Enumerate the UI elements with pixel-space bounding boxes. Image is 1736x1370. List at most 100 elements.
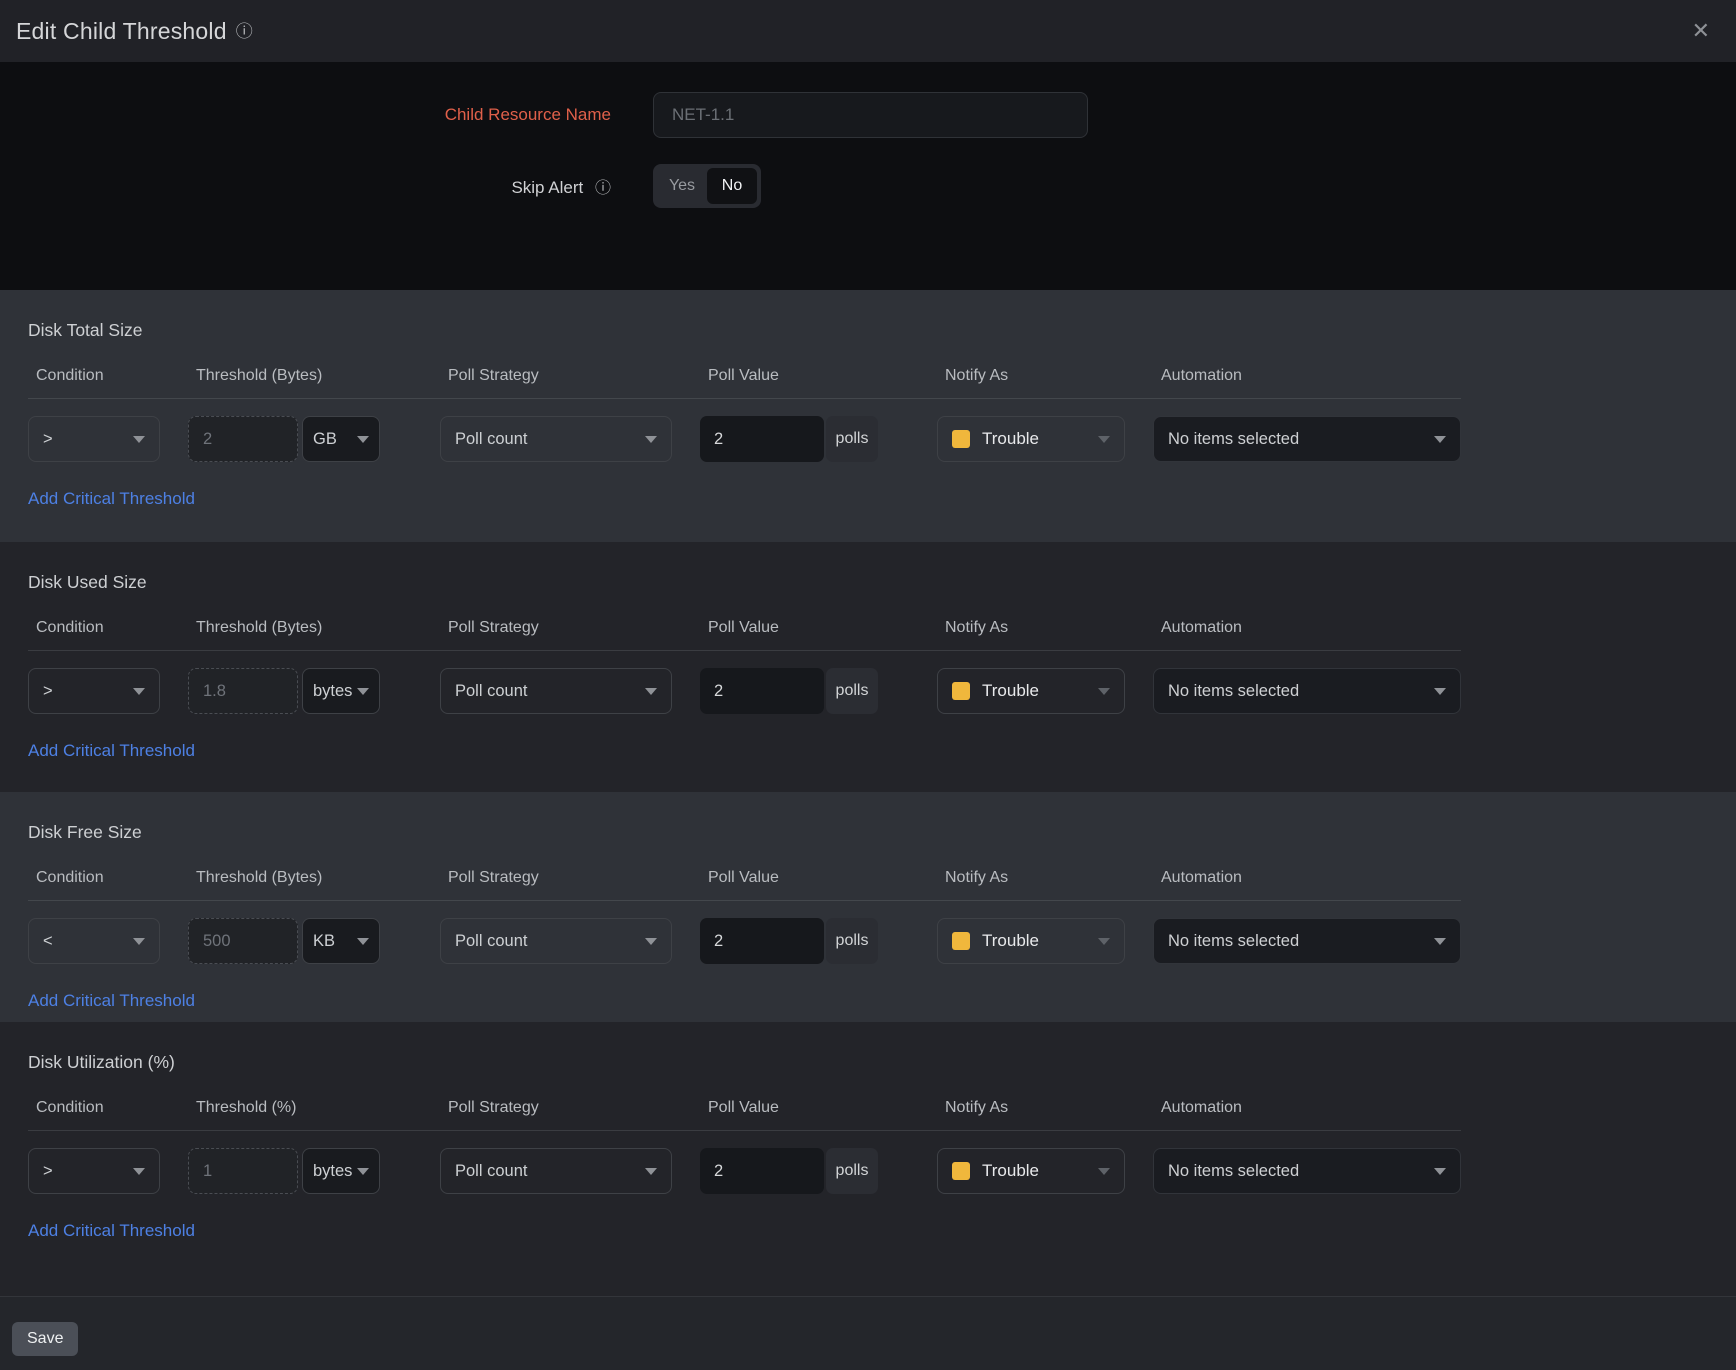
threshold-value-input[interactable]: 1 (188, 1148, 298, 1194)
resource-name-row: Child Resource Name (0, 92, 1736, 138)
add-critical-threshold-link[interactable]: Add Critical Threshold (28, 991, 195, 1010)
modal-footer: Save (0, 1296, 1736, 1370)
chevron-down-icon (645, 687, 657, 695)
condition-dropdown[interactable]: > (28, 1148, 160, 1194)
header-notify-as: Notify As (945, 869, 1009, 886)
poll-strategy-dropdown[interactable]: Poll count (440, 668, 672, 714)
threshold-unit-dropdown[interactable]: GB (302, 416, 380, 462)
threshold-unit-dropdown[interactable]: bytes (302, 1148, 380, 1194)
automation-dropdown[interactable]: No items selected (1153, 918, 1461, 964)
chevron-down-icon (645, 435, 657, 443)
poll-value-input[interactable]: 2 (700, 1148, 824, 1194)
chevron-down-icon (1098, 937, 1110, 945)
threshold-value-input[interactable]: 2 (188, 416, 298, 462)
header-automation: Automation (1161, 1099, 1242, 1116)
condition-dropdown[interactable]: > (28, 416, 160, 462)
resource-name-label: Child Resource Name (444, 105, 611, 124)
poll-strategy-dropdown[interactable]: Poll count (440, 918, 672, 964)
chevron-down-icon (1098, 687, 1110, 695)
header-condition: Condition (36, 619, 104, 636)
threshold-value-input[interactable]: 500 (188, 918, 298, 964)
header-poll-strategy: Poll Strategy (448, 1099, 539, 1116)
poll-value-input[interactable]: 2 (700, 416, 824, 462)
header-notify-as: Notify As (945, 619, 1009, 636)
trouble-color-swatch (952, 430, 970, 448)
chevron-down-icon (1434, 687, 1446, 695)
header-automation: Automation (1161, 869, 1242, 886)
poll-value-unit: polls (826, 1148, 878, 1194)
poll-value-unit: polls (826, 668, 878, 714)
add-critical-threshold-link[interactable]: Add Critical Threshold (28, 1221, 195, 1240)
toggle-option-no[interactable]: No (707, 168, 757, 204)
trouble-color-swatch (952, 1162, 970, 1180)
header-condition: Condition (36, 367, 104, 384)
toggle-option-yes[interactable]: Yes (668, 177, 696, 194)
poll-strategy-dropdown[interactable]: Poll count (440, 1148, 672, 1194)
chevron-down-icon (357, 435, 369, 443)
chevron-down-icon (133, 1167, 145, 1175)
info-icon[interactable]: ⓘ (235, 21, 253, 41)
add-critical-threshold-link[interactable]: Add Critical Threshold (28, 489, 195, 508)
threshold-row: > 2 GB Poll count 2 polls Trouble No ite… (28, 416, 1461, 462)
skip-alert-label: Skip Alert ⓘ (511, 178, 611, 197)
poll-value-unit: polls (826, 416, 878, 462)
resource-name-input[interactable] (653, 92, 1088, 138)
condition-dropdown[interactable]: < (28, 918, 160, 964)
header-poll-strategy: Poll Strategy (448, 619, 539, 636)
header-poll-value: Poll Value (708, 869, 779, 886)
section-disk-total-size: Disk Total Size Condition Threshold (Byt… (0, 290, 1736, 542)
poll-strategy-dropdown[interactable]: Poll count (440, 416, 672, 462)
modal-header: Edit Child Threshold ⓘ ✕ (0, 0, 1736, 62)
threshold-value-input[interactable]: 1.8 (188, 668, 298, 714)
header-threshold: Threshold (%) (196, 1099, 297, 1116)
notify-as-dropdown[interactable]: Trouble (937, 918, 1125, 964)
condition-dropdown[interactable]: > (28, 668, 160, 714)
notify-as-dropdown[interactable]: Trouble (937, 1148, 1125, 1194)
chevron-down-icon (357, 687, 369, 695)
info-icon[interactable]: ⓘ (594, 180, 611, 197)
column-headers: Condition Threshold (Bytes) Poll Strateg… (28, 869, 1461, 901)
notify-as-dropdown[interactable]: Trouble (937, 416, 1125, 462)
skip-alert-toggle[interactable]: Yes No (653, 164, 761, 208)
threshold-row: > 1 bytes Poll count 2 polls Trouble No … (28, 1148, 1461, 1194)
chevron-down-icon (645, 937, 657, 945)
close-icon[interactable]: ✕ (1691, 18, 1710, 43)
header-condition: Condition (36, 1099, 104, 1116)
section-disk-used-size: Disk Used Size Condition Threshold (Byte… (0, 542, 1736, 792)
chevron-down-icon (357, 937, 369, 945)
column-headers: Condition Threshold (%) Poll Strategy Po… (28, 1099, 1461, 1131)
automation-dropdown[interactable]: No items selected (1153, 668, 1461, 714)
top-form: Child Resource Name Skip Alert ⓘ Yes No (0, 62, 1736, 290)
column-headers: Condition Threshold (Bytes) Poll Strateg… (28, 619, 1461, 651)
section-title: Disk Utilization (%) (28, 1052, 175, 1072)
section-disk-free-size: Disk Free Size Condition Threshold (Byte… (0, 792, 1736, 1022)
header-condition: Condition (36, 869, 104, 886)
header-notify-as: Notify As (945, 367, 1009, 384)
threshold-unit-dropdown[interactable]: KB (302, 918, 380, 964)
chevron-down-icon (1098, 1167, 1110, 1175)
header-threshold: Threshold (Bytes) (196, 869, 323, 886)
header-notify-as: Notify As (945, 1099, 1009, 1116)
automation-dropdown[interactable]: No items selected (1153, 416, 1461, 462)
notify-as-dropdown[interactable]: Trouble (937, 668, 1125, 714)
automation-dropdown[interactable]: No items selected (1153, 1148, 1461, 1194)
header-automation: Automation (1161, 619, 1242, 636)
section-disk-utilization: Disk Utilization (%) Condition Threshold… (0, 1022, 1736, 1296)
header-poll-value: Poll Value (708, 1099, 779, 1116)
header-poll-value: Poll Value (708, 619, 779, 636)
poll-value-input[interactable]: 2 (700, 668, 824, 714)
section-title: Disk Used Size (28, 572, 147, 592)
header-poll-strategy: Poll Strategy (448, 869, 539, 886)
save-button[interactable]: Save (12, 1322, 79, 1356)
section-title: Disk Free Size (28, 822, 142, 842)
header-poll-value: Poll Value (708, 367, 779, 384)
trouble-color-swatch (952, 682, 970, 700)
modal-title: Edit Child Threshold (16, 17, 227, 44)
chevron-down-icon (133, 687, 145, 695)
chevron-down-icon (1434, 435, 1446, 443)
add-critical-threshold-link[interactable]: Add Critical Threshold (28, 741, 195, 760)
chevron-down-icon (357, 1167, 369, 1175)
poll-value-input[interactable]: 2 (700, 918, 824, 964)
threshold-unit-dropdown[interactable]: bytes (302, 668, 380, 714)
threshold-row: > 1.8 bytes Poll count 2 polls Trouble N… (28, 668, 1461, 714)
